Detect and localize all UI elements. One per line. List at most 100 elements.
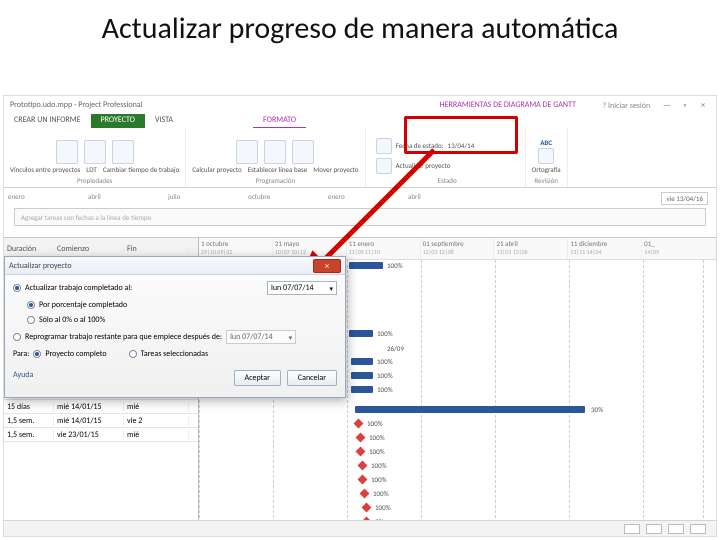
radio-reschedule[interactable] — [13, 333, 21, 341]
gantt-gridline — [347, 260, 348, 537]
gantt-percent-label: 100% — [377, 329, 393, 338]
spellcheck-icon[interactable] — [538, 148, 554, 164]
cell-duracion: 15 días — [4, 402, 54, 412]
cell-fin: mié — [124, 430, 189, 440]
contextual-tab-title: HERRAMIENTAS DE DIAGRAMA DE GANTT — [440, 100, 576, 110]
gantt-milestone[interactable] — [356, 433, 366, 443]
cell-duracion: 1,5 sem. — [4, 430, 54, 440]
timeline-month: abril — [404, 192, 484, 201]
radio-0-or-100[interactable] — [27, 316, 35, 324]
gantt-bar[interactable] — [349, 330, 373, 337]
ribbon-tabs: CREAR UN INFORME PROYECTO VISTA FORMATO — [4, 114, 716, 128]
gantt-gridline — [421, 260, 422, 537]
label-para: Para: — [13, 349, 29, 359]
gantt-milestone[interactable] — [358, 461, 368, 471]
gantt-time-header: 11 diciembre13|11 14|04 — [568, 238, 642, 259]
status-date-icon — [376, 138, 392, 154]
move-icon[interactable] — [292, 140, 314, 164]
tab-formato[interactable]: FORMATO — [253, 114, 306, 128]
btn-calcular[interactable]: Calcular proyecto — [192, 166, 241, 174]
btn-mover[interactable]: Mover proyecto — [313, 166, 358, 174]
gantt-milestone[interactable] — [354, 419, 364, 429]
gantt-percent-label: 30% — [591, 405, 603, 414]
dialog-close-icon[interactable]: × — [313, 259, 341, 273]
close-icon[interactable]: × — [696, 100, 710, 111]
window-titlebar: Prototipo.udo.mpp - Project Professional… — [4, 96, 716, 114]
gantt-bar[interactable] — [355, 406, 585, 413]
links-icon[interactable] — [56, 140, 78, 164]
dialog-help-link[interactable]: Ayuda — [13, 370, 33, 380]
timeline-month: enero — [324, 192, 404, 201]
cell-fin: vie 2 — [124, 416, 189, 426]
btn-ortografia[interactable]: Ortografía — [532, 166, 561, 174]
change-time-icon[interactable] — [112, 140, 134, 164]
timeline-month: julio — [164, 192, 244, 201]
gantt-milestone[interactable] — [358, 475, 368, 485]
table-row[interactable]: 1,5 sem.vie 23/01/15mié — [4, 428, 198, 442]
gantt-percent-label: 100% — [373, 489, 389, 498]
date-reschedule: lun 07/07/14▾ — [226, 330, 296, 344]
btn-establecer[interactable]: Establecer línea base — [248, 166, 307, 174]
date-update-work-value: lun 07/07/14 — [271, 283, 314, 293]
gantt-bar[interactable] — [351, 372, 373, 379]
group-estado: Estado — [438, 176, 457, 185]
col-comienzo[interactable]: Comienzo — [54, 244, 124, 254]
radio-whole-project[interactable] — [33, 350, 41, 358]
update-project-dialog: Actualizar proyecto × Actualizar trabajo… — [4, 256, 346, 398]
col-duracion[interactable]: Duración — [4, 244, 54, 254]
btn-ldt[interactable]: LDT — [86, 166, 97, 174]
gantt-gridline — [643, 260, 644, 537]
cell-comienzo: vie 23/01/15 — [54, 430, 124, 440]
radio-selected-tasks[interactable] — [129, 350, 137, 358]
gantt-milestone[interactable] — [362, 503, 372, 513]
table-row[interactable]: 1,5 sem.mié 14/01/15vie 2 — [4, 414, 198, 428]
timeline-month: enero — [4, 192, 84, 201]
date-update-work[interactable]: lun 07/07/14 ▾ — [267, 281, 337, 295]
gantt-milestone[interactable] — [356, 447, 366, 457]
view-button-2[interactable] — [646, 524, 662, 534]
btn-actualizar-proyecto[interactable]: Actualizar proyecto — [396, 162, 451, 170]
gantt-percent-label: 100% — [377, 371, 393, 380]
dialog-ok-button[interactable]: Aceptar — [234, 370, 281, 386]
radio-update-work[interactable] — [13, 284, 21, 292]
gantt-bar[interactable] — [351, 358, 373, 365]
btn-cambiar-tiempo[interactable]: Cambiar tiempo de trabajo — [103, 166, 179, 174]
gantt-time-header: 11 enero11|05 11|10 — [347, 238, 421, 259]
gantt-time-header: 21 abril13|01 13|06 — [494, 238, 568, 259]
gantt-bar[interactable] — [349, 262, 383, 269]
tab-vista[interactable]: VISTA — [145, 114, 183, 128]
date-reschedule-value: lun 07/07/14 — [230, 332, 273, 342]
minimize-icon[interactable]: — — [660, 100, 674, 111]
cell-comienzo: mié 14/01/15 — [54, 402, 124, 412]
dialog-title: Actualizar proyecto — [9, 261, 313, 271]
radio-by-percent[interactable] — [27, 301, 35, 309]
group-revision: Revisión — [534, 176, 558, 185]
gantt-gridline — [495, 260, 496, 537]
gantt-percent-label: 100% — [387, 261, 403, 270]
gantt-bar[interactable] — [351, 386, 373, 393]
label-reschedule: Reprogramar trabajo restante para que em… — [25, 332, 222, 342]
signin-link[interactable]: Iniciar sesión — [608, 101, 650, 111]
calculate-icon[interactable] — [236, 140, 258, 164]
view-button-3[interactable] — [668, 524, 684, 534]
gantt-label: 26/09 — [387, 344, 404, 353]
view-button-1[interactable] — [624, 524, 640, 534]
maximize-icon[interactable]: ▫ — [678, 100, 692, 111]
table-row[interactable]: 15 díasmié 14/01/15mié — [4, 400, 198, 414]
chevron-down-icon[interactable]: ▾ — [329, 284, 333, 293]
baseline-icon[interactable] — [264, 140, 286, 164]
label-selected-tasks: Tareas seleccionadas — [141, 349, 208, 359]
col-fin[interactable]: Fin — [124, 244, 189, 254]
gantt-milestone[interactable] — [360, 489, 370, 499]
tab-proyecto[interactable]: PROYECTO — [91, 114, 145, 128]
timeline-placeholder[interactable]: Agregar tareas con fechas a la línea de … — [14, 208, 706, 226]
help-icon[interactable]: ? — [602, 101, 606, 111]
dialog-cancel-button[interactable]: Cancelar — [287, 370, 337, 386]
cell-fin: mié — [124, 402, 189, 412]
btn-vinculos[interactable]: Vínculos entre proyectos — [10, 166, 80, 174]
view-button-4[interactable] — [690, 524, 706, 534]
gantt-gridline — [569, 260, 570, 537]
tab-crear-informe[interactable]: CREAR UN INFORME — [4, 114, 91, 128]
ldt-icon[interactable] — [84, 140, 106, 164]
label-update-work: Actualizar trabajo completado al: — [25, 283, 132, 293]
